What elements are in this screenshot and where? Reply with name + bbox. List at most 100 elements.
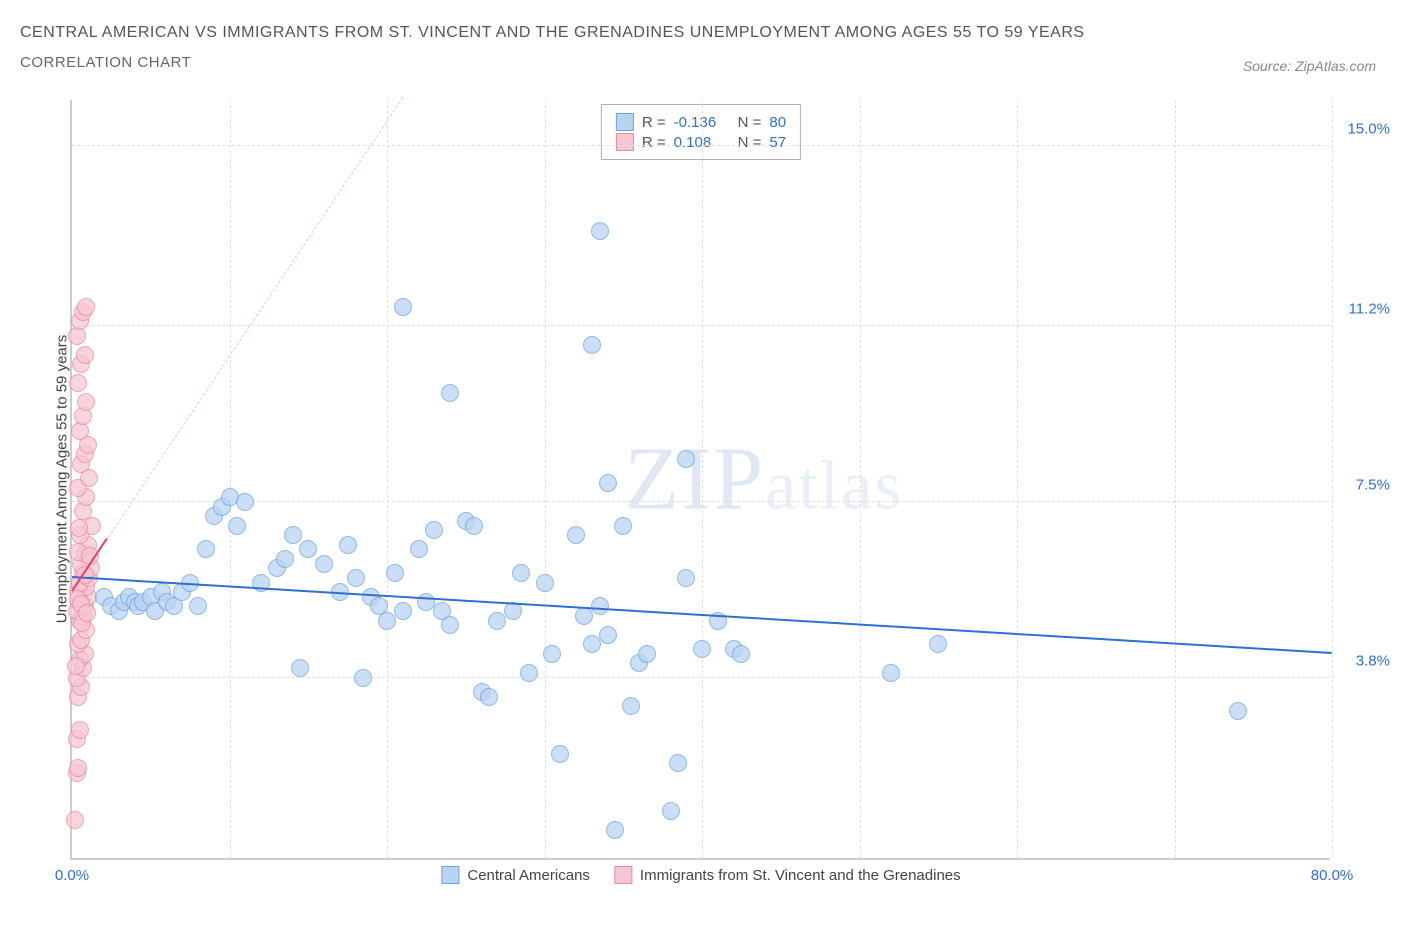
- data-point: [77, 298, 95, 316]
- data-point: [299, 540, 317, 558]
- data-point: [339, 536, 357, 554]
- legend-r-label: R =: [642, 134, 666, 151]
- data-point: [583, 336, 601, 354]
- data-point: [583, 635, 601, 653]
- data-point: [606, 821, 624, 839]
- data-point: [276, 550, 294, 568]
- plot-area: Unemployment Among Ages 55 to 59 years Z…: [70, 100, 1330, 860]
- gridline-h: [72, 325, 1330, 326]
- data-point: [599, 626, 617, 644]
- data-point: [70, 519, 88, 537]
- legend-row: R =-0.136N =80: [616, 113, 786, 131]
- legend-row: R = 0.108N =57: [616, 133, 786, 151]
- gridline-v: [1332, 100, 1333, 858]
- data-point: [591, 597, 609, 615]
- data-point: [441, 384, 459, 402]
- legend-r-label: R =: [642, 114, 666, 131]
- data-point: [929, 635, 947, 653]
- legend-n-label: N =: [738, 134, 762, 151]
- gridline-v: [230, 100, 231, 858]
- x-tick-label: 80.0%: [1311, 867, 1354, 884]
- gridline-h: [72, 501, 1330, 502]
- data-point: [394, 298, 412, 316]
- gridline-v: [1017, 100, 1018, 858]
- gridline-v: [860, 100, 861, 858]
- data-point: [76, 346, 94, 364]
- data-point: [480, 688, 498, 706]
- data-point: [441, 616, 459, 634]
- y-tick-label: 7.5%: [1340, 476, 1390, 493]
- legend-swatch: [616, 133, 634, 151]
- gridline-h: [72, 677, 1330, 678]
- y-tick-label: 3.8%: [1340, 652, 1390, 669]
- data-point: [78, 604, 96, 622]
- data-point: [71, 721, 89, 739]
- y-axis-label: Unemployment Among Ages 55 to 59 years: [54, 335, 71, 624]
- data-point: [669, 754, 687, 772]
- data-point: [591, 222, 609, 240]
- x-tick-label: 0.0%: [55, 867, 89, 884]
- data-point: [386, 564, 404, 582]
- data-point: [520, 664, 538, 682]
- legend-swatch: [614, 866, 632, 884]
- data-point: [465, 517, 483, 535]
- source-attribution: Source: ZipAtlas.com: [1243, 58, 1376, 74]
- data-point: [614, 517, 632, 535]
- data-point: [1229, 702, 1247, 720]
- data-point: [236, 493, 254, 511]
- data-point: [662, 802, 680, 820]
- legend-n-value: 57: [769, 134, 786, 151]
- legend-n-value: 80: [769, 114, 786, 131]
- data-point: [410, 540, 428, 558]
- gridline-v: [1175, 100, 1176, 858]
- data-point: [347, 569, 365, 587]
- data-point: [228, 517, 246, 535]
- data-point: [69, 374, 87, 392]
- y-tick-label: 11.2%: [1340, 301, 1390, 318]
- data-point: [197, 540, 215, 558]
- data-point: [378, 612, 396, 630]
- correlation-chart: CENTRAL AMERICAN VS IMMIGRANTS FROM ST. …: [20, 20, 1386, 910]
- data-point: [425, 521, 443, 539]
- series-name: Central Americans: [467, 867, 590, 884]
- data-point: [394, 602, 412, 620]
- data-point: [77, 393, 95, 411]
- gridline-v: [702, 100, 703, 858]
- data-point: [512, 564, 530, 582]
- watermark: ZIPatlas: [624, 428, 903, 531]
- gridline-v: [545, 100, 546, 858]
- data-point: [622, 697, 640, 715]
- chart-subtitle: CORRELATION CHART: [20, 54, 1386, 71]
- legend-n-label: N =: [738, 114, 762, 131]
- chart-title: CENTRAL AMERICAN VS IMMIGRANTS FROM ST. …: [20, 20, 1386, 46]
- series-name: Immigrants from St. Vincent and the Gren…: [640, 867, 961, 884]
- data-point: [732, 645, 750, 663]
- data-point: [315, 555, 333, 573]
- data-point: [69, 759, 87, 777]
- y-tick-label: 15.0%: [1340, 120, 1390, 137]
- data-point: [567, 526, 585, 544]
- data-point: [488, 612, 506, 630]
- data-point: [67, 657, 85, 675]
- data-point: [354, 669, 372, 687]
- data-point: [638, 645, 656, 663]
- data-point: [693, 640, 711, 658]
- data-point: [189, 597, 207, 615]
- data-point: [677, 450, 695, 468]
- gridline-v: [387, 100, 388, 858]
- data-point: [536, 574, 554, 592]
- series-legend-item: Immigrants from St. Vincent and the Gren…: [614, 866, 961, 884]
- correlation-legend: R =-0.136N =80R = 0.108N =57: [601, 104, 801, 160]
- gridline-h: [72, 145, 1330, 146]
- data-point: [599, 474, 617, 492]
- data-point: [291, 659, 309, 677]
- legend-swatch: [616, 113, 634, 131]
- data-point: [284, 526, 302, 544]
- data-point: [543, 645, 561, 663]
- data-point: [575, 607, 593, 625]
- data-point: [882, 664, 900, 682]
- data-point: [677, 569, 695, 587]
- series-legend-item: Central Americans: [441, 866, 590, 884]
- legend-swatch: [441, 866, 459, 884]
- series-legend: Central Americans Immigrants from St. Vin…: [441, 866, 960, 884]
